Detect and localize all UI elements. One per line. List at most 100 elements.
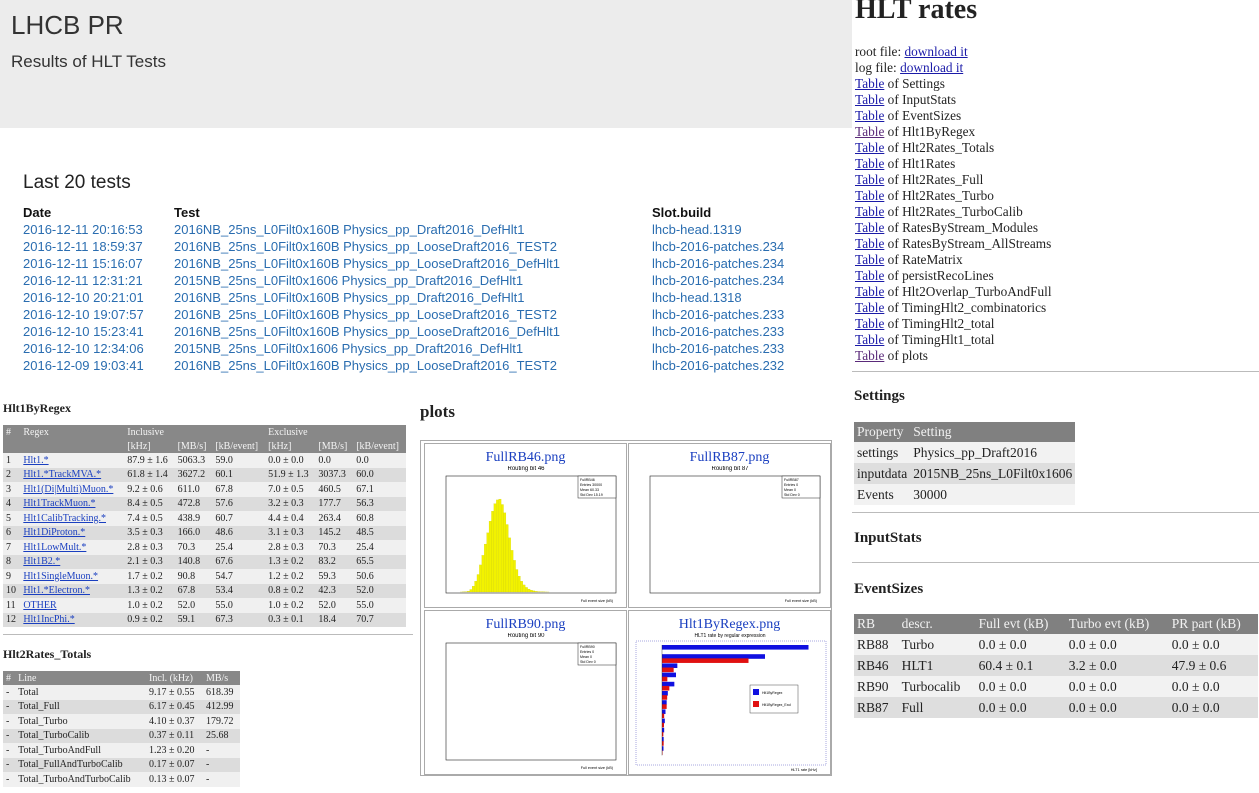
test-slot-link[interactable]: lhcb-head.1318 xyxy=(652,290,742,305)
plot-fullrb87-link[interactable]: FullRB87.png xyxy=(689,450,770,465)
test-date-link[interactable]: 2016-12-09 19:03:41 xyxy=(23,358,144,373)
root-file-download-link[interactable]: download it xyxy=(904,44,968,59)
regex-link[interactable]: Hlt1TrackMuon.* xyxy=(23,498,96,510)
test-date-link[interactable]: 2016-12-11 12:31:21 xyxy=(23,273,143,288)
legend-incl-swatch xyxy=(753,689,759,695)
regex-link[interactable]: Hlt1DiProton.* xyxy=(23,527,86,539)
table-link[interactable]: Table xyxy=(855,220,885,235)
hlt1-cell: 140.8 xyxy=(174,554,213,569)
test-slot-link[interactable]: lhcb-2016-patches.233 xyxy=(652,307,785,322)
test-name-link[interactable]: 2016NB_25ns_L0Filt0x160B Physics_pp_Loos… xyxy=(174,256,560,271)
test-name-link[interactable]: 2016NB_25ns_L0Filt0x160B Physics_pp_Loos… xyxy=(174,324,560,339)
table-link[interactable]: Table xyxy=(855,92,885,107)
hlt2totals-title: Hlt2Rates_Totals xyxy=(3,647,92,661)
regex-link[interactable]: Hlt1CalibTracking.* xyxy=(23,512,106,524)
file-links: root file: download it log file: downloa… xyxy=(855,44,1052,364)
plot-frame xyxy=(445,642,617,761)
regex-link[interactable]: Hlt1B2.* xyxy=(23,556,61,568)
eventsizes-cell: 0.0 ± 0.0 xyxy=(1065,697,1169,718)
test-slot-link[interactable]: lhcb-head.1319 xyxy=(652,222,742,237)
regex-link[interactable]: OTHER xyxy=(23,599,57,611)
test-name-link[interactable]: 2016NB_25ns_L0Filt0x160B Physics_pp_Loos… xyxy=(174,307,558,322)
test-name-link[interactable]: 2016NB_25ns_L0Filt0x160B Physics_pp_Loos… xyxy=(174,358,558,373)
incl-bar xyxy=(662,709,666,714)
plot-hlt1byregex[interactable]: Hlt1ByRegex.png HLT1 rate by regular exp… xyxy=(628,610,831,775)
hlt2-cell: 0.13 ± 0.07 xyxy=(146,772,203,787)
test-name-link[interactable]: 2015NB_25ns_L0Filt0x1606 Physics_pp_Draf… xyxy=(174,341,524,356)
table-link[interactable]: Table xyxy=(855,188,885,203)
legend-excl-label: Hlt1ByRegex_Excl xyxy=(762,703,791,707)
regex-link[interactable]: Hlt1IncPhi.* xyxy=(23,614,75,626)
table-link[interactable]: Table xyxy=(855,76,885,91)
test-slot-link[interactable]: lhcb-2016-patches.234 xyxy=(652,273,785,288)
table-link-name: RateMatrix xyxy=(902,252,963,267)
of-word: of xyxy=(887,348,899,363)
test-date-link[interactable]: 2016-12-11 18:59:37 xyxy=(23,239,143,254)
test-date-link[interactable]: 2016-12-11 20:16:53 xyxy=(23,222,143,237)
table-link[interactable]: Table xyxy=(855,300,885,315)
table-link[interactable]: Table xyxy=(855,108,885,123)
table-link-name: Hlt2Overlap_TurboAndFull xyxy=(902,284,1052,299)
test-date-link[interactable]: 2016-12-10 12:34:06 xyxy=(23,341,144,356)
test-slot-link[interactable]: lhcb-2016-patches.232 xyxy=(652,358,785,373)
settings-cell: 2015NB_25ns_L0Filt0x1606 xyxy=(910,463,1076,484)
test-name-link[interactable]: 2015NB_25ns_L0Filt0x1606 Physics_pp_Draf… xyxy=(174,273,524,288)
table-link[interactable]: Table xyxy=(855,332,885,347)
table-link[interactable]: Table xyxy=(855,316,885,331)
table-link[interactable]: Table xyxy=(855,172,885,187)
plot-fullrb46-link[interactable]: FullRB46.png xyxy=(485,450,566,465)
stats-text: Std Dev 0 xyxy=(784,493,800,497)
hlt1-cell: 3037.3 xyxy=(315,467,354,482)
log-file-download-link[interactable]: download it xyxy=(900,60,964,75)
regex-link[interactable]: Hlt1(Di|Multi)Muon.* xyxy=(23,483,114,495)
table-link[interactable]: Table xyxy=(855,156,885,171)
hist-bar xyxy=(488,521,492,593)
hlt1-cell: 3627.2 xyxy=(174,467,213,482)
plot-hlt1byregex-link[interactable]: Hlt1ByRegex.png xyxy=(678,617,781,632)
plots-grid: FullRB46.png Routing bit 46 FullRB46 Entri… xyxy=(420,440,832,776)
plot-fullrb87[interactable]: FullRB87.png Routing bit 87 FullRB87 Entri… xyxy=(628,443,831,608)
hlt1-cell: 55.0 xyxy=(212,598,266,613)
test-date-link[interactable]: 2016-12-10 19:07:57 xyxy=(23,307,144,322)
table-link[interactable]: Table xyxy=(855,204,885,219)
tests-heading: Last 20 tests xyxy=(23,172,131,193)
excl-bar xyxy=(662,658,749,663)
regex-link[interactable]: Hlt1.*Electron.* xyxy=(23,585,90,597)
hlt1-cell: 263.4 xyxy=(315,511,354,526)
hlt1-cell: 3.1 ± 0.3 xyxy=(265,525,316,540)
hlt2-cell: Total_TurboCalib xyxy=(15,728,147,743)
hist-bar xyxy=(496,499,499,593)
regex-link[interactable]: Hlt1SingleMuon.* xyxy=(23,570,99,582)
plot-fullrb46[interactable]: FullRB46.png Routing bit 46 FullRB46 Entri… xyxy=(424,443,627,608)
test-date-link[interactable]: 2016-12-10 20:21:01 xyxy=(23,290,144,305)
hist-bar xyxy=(527,588,531,593)
hlt2-cell: - xyxy=(202,757,240,772)
regex-link[interactable]: Hlt1LowMult.* xyxy=(23,541,87,553)
table-link[interactable]: Table xyxy=(855,124,885,139)
test-name-link[interactable]: 2016NB_25ns_L0Filt0x160B Physics_pp_Loos… xyxy=(174,239,558,254)
plot-fullrb90-link[interactable]: FullRB90.png xyxy=(485,617,566,632)
regex-link[interactable]: Hlt1.*TrackMVA.* xyxy=(23,469,102,481)
test-slot-link[interactable]: lhcb-2016-patches.234 xyxy=(652,256,785,271)
test-slot-link[interactable]: lhcb-2016-patches.233 xyxy=(652,341,785,356)
excl-bar xyxy=(662,695,668,700)
hlt1-row: 11 OTHER 1.0 ± 0.2 52.0 55.0 1.0 ± 0.2 52.0 55.… xyxy=(3,598,406,613)
test-date-link[interactable]: 2016-12-11 15:16:07 xyxy=(23,256,143,271)
test-name-link[interactable]: 2016NB_25ns_L0Filt0x160B Physics_pp_Draf… xyxy=(174,222,525,237)
table-link[interactable]: Table xyxy=(855,284,885,299)
table-link[interactable]: Table xyxy=(855,140,885,155)
regex-link[interactable]: Hlt1.* xyxy=(23,454,49,466)
hlt1-cell: Hlt1LowMult.* xyxy=(20,540,125,555)
test-slot-link[interactable]: lhcb-2016-patches.233 xyxy=(652,324,785,339)
plot-fullrb90[interactable]: FullRB90.png Routing bit 90 FullRB90 Entri… xyxy=(424,610,627,775)
table-link[interactable]: Table xyxy=(855,236,885,251)
test-slot-link[interactable]: lhcb-2016-patches.234 xyxy=(652,239,785,254)
table-link-row: Table of RatesByStream_Modules xyxy=(855,220,1052,236)
table-link[interactable]: Table xyxy=(855,268,885,283)
hlt1-cell: 52.0 xyxy=(353,583,406,598)
table-link[interactable]: Table xyxy=(855,348,885,363)
test-name-link[interactable]: 2016NB_25ns_L0Filt0x160B Physics_pp_Draf… xyxy=(174,290,525,305)
table-link[interactable]: Table xyxy=(855,252,885,267)
eventsizes-header-cell: Turbo evt (kB) xyxy=(1065,614,1169,634)
test-date-link[interactable]: 2016-12-10 15:23:41 xyxy=(23,324,144,339)
